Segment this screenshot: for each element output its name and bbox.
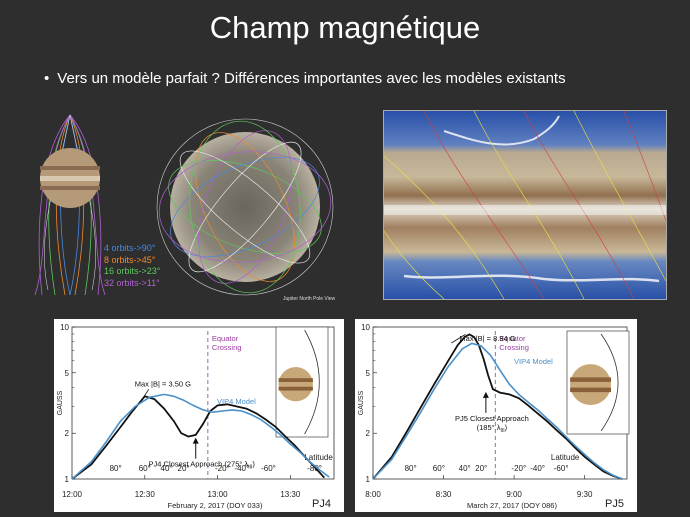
orbit-legend: 4 orbits->90° 8 orbits->45° 16 orbits->2… [104, 243, 160, 289]
x-tick-label: 12:00 [62, 490, 83, 499]
latitude-tick-label: -40° [234, 464, 249, 473]
x-tick-label: 9:00 [506, 490, 522, 499]
latitude-tick-label: 20° [475, 464, 487, 473]
max-arrow [451, 334, 466, 344]
latitude-tick-label: -40° [530, 464, 545, 473]
orbit-legend-item: 4 orbits->90° [104, 243, 156, 253]
inset-jupiter-band [570, 387, 612, 393]
x-tick-label: 13:00 [208, 490, 229, 499]
x-axis-label: March 27, 2017 (DOY 086) [467, 501, 557, 510]
latitude-title: Latitude [551, 453, 580, 462]
inset-trajectory [304, 329, 320, 435]
closest-approach-label: PJ5 Closest Approach [455, 414, 529, 423]
x-tick-label: 13:30 [280, 490, 301, 499]
x-tick-label: 8:30 [436, 490, 452, 499]
panel-label: PJ4 [312, 498, 331, 510]
series-name-label: VIP4 Model [217, 397, 256, 406]
bullet-dot-icon: • [44, 70, 50, 87]
inset-jupiter-band [278, 378, 313, 382]
chart-pj5-plot: 1 2 5 10 GAUSS 8:00 8:30 9:00 9:30 March 27, 2017… [358, 323, 630, 510]
chart-pj5: 1 2 5 10 GAUSS 8:00 8:30 9:00 9:30 March 27, 2017… [355, 319, 637, 512]
max-field-label: Max |B| = 8.94 G [459, 334, 515, 343]
inset-jupiter-icon [570, 364, 612, 406]
inset-jupiter-band [278, 386, 313, 391]
equator-label: Equator [499, 334, 526, 343]
x-tick-label: 9:30 [577, 490, 593, 499]
y-tick-label: 1 [65, 475, 70, 484]
orbit-legend-item: 16 orbits->23° [104, 266, 161, 276]
max-field-label: Max |B| = 3.50 G [135, 379, 191, 388]
measured-series-line [71, 395, 325, 480]
y-tick-label: 10 [361, 323, 370, 332]
latitude-tick-label: 80° [405, 464, 417, 473]
closest-approach-label: PJ4 Closest Approach (275° λIII) [149, 460, 256, 471]
y-tick-label: 2 [65, 429, 70, 438]
approach-arrowhead-icon [192, 437, 199, 444]
latitude-tick-label: -20° [215, 464, 230, 473]
max-arrow [142, 389, 150, 399]
closest-approach-label-2: (185° λIII) [477, 423, 508, 434]
y-axis-label: GAUSS [358, 390, 365, 415]
chart-pj4-plot: 1 2 5 10 GAUSS 12:00 12:30 13:00 13:30 February 2… [57, 323, 335, 510]
north-pole-view-image [156, 118, 334, 296]
bullet-text: Vers un modèle parfait ? Différences imp… [57, 70, 566, 87]
latitude-tick-label: -60° [554, 464, 569, 473]
x-tick-label: 12:30 [135, 490, 156, 499]
latitude-tick-label: -60° [261, 464, 276, 473]
model-series-line [372, 342, 623, 480]
x-axis-label: February 2, 2017 (DOY 033) [168, 501, 263, 510]
orbit-legend-item: 32 orbits->11° [104, 277, 160, 288]
series-name-label: VIP4 Model [514, 357, 553, 366]
equator-label: Crossing [499, 343, 529, 352]
measured-series-line [372, 333, 623, 480]
latitude-tick-label: 60° [139, 464, 151, 473]
latitude-tick-label: 20° [178, 464, 190, 473]
y-tick-label: 5 [366, 369, 371, 378]
equator-label: Crossing [212, 343, 242, 352]
y-tick-label: 1 [366, 475, 371, 484]
inset-trajectory [600, 333, 619, 432]
plot-frame [71, 326, 335, 480]
jupiter-map-image [383, 110, 667, 300]
latitude-tick-label: -80° [307, 464, 322, 473]
x-tick-label: 8:00 [365, 490, 381, 499]
pole-view-caption: Jupiter North Pole View [283, 296, 336, 302]
equator-label: Equator [212, 334, 239, 343]
latitude-tick-label: 60° [433, 464, 445, 473]
latitude-tick-label: 80° [110, 464, 122, 473]
latitude-tick-label: 40° [161, 464, 173, 473]
inset-jupiter-band [570, 377, 612, 382]
model-series-line [71, 393, 330, 480]
latitude-tick-label: 40° [459, 464, 471, 473]
y-tick-label: 5 [65, 369, 70, 378]
chart-pj4: 1 2 5 10 GAUSS 12:00 12:30 13:00 13:30 February 2… [54, 319, 344, 512]
y-tick-label: 10 [60, 323, 69, 332]
orbit-side-view-image [30, 110, 110, 300]
y-axis-label: GAUSS [57, 390, 64, 415]
bullet-point: • Vers un modèle parfait ? Différences im… [44, 70, 566, 87]
y-tick-label: 2 [366, 429, 371, 438]
approach-arrowhead-icon [482, 391, 489, 398]
latitude-title: Latitude [304, 453, 333, 462]
orbit-legend-item: 8 orbits->45° [104, 254, 156, 265]
latitude-tick-label: -20° [511, 464, 526, 473]
inset-jupiter-icon [278, 367, 313, 402]
slide-title: Champ magnétique [209, 10, 481, 45]
panel-label: PJ5 [605, 498, 624, 510]
